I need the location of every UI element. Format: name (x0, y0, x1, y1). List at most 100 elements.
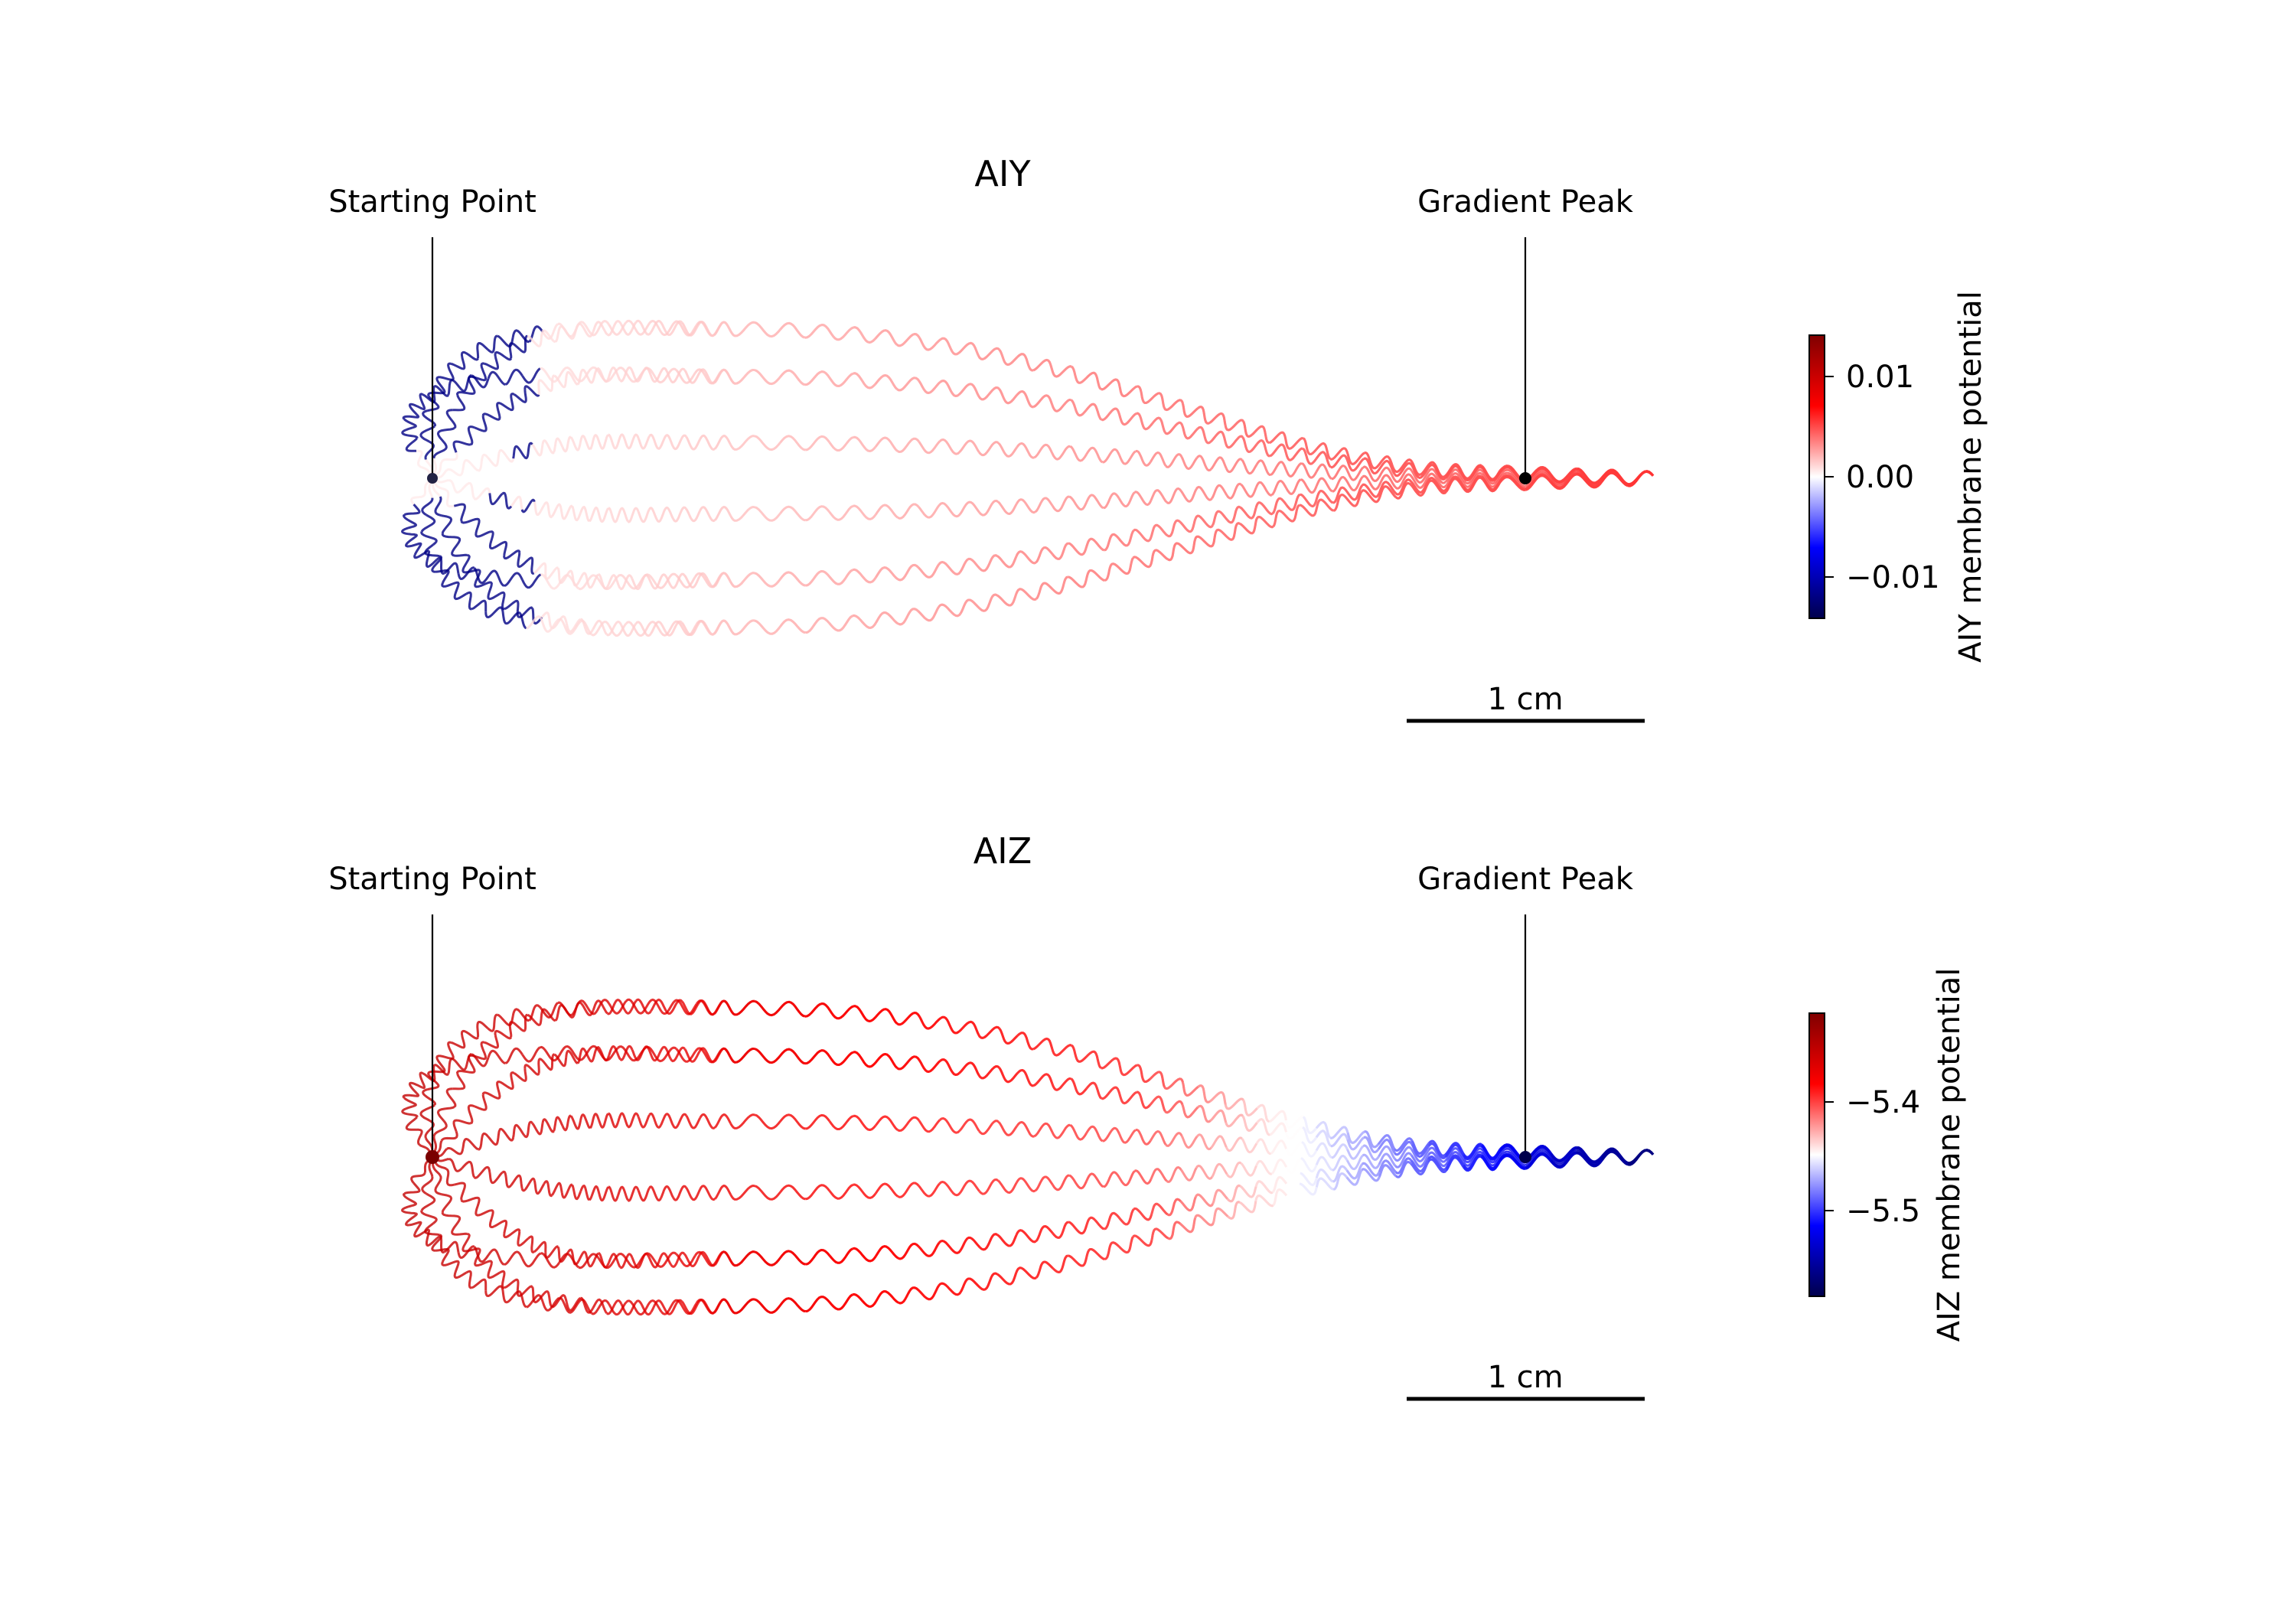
trajectory-segment (650, 621, 668, 634)
trajectory-segment (642, 319, 663, 334)
trajectory-segment (487, 334, 498, 354)
trajectory-segment (1212, 510, 1228, 526)
trajectory-segment (729, 1113, 755, 1129)
trajectory-segment (1393, 458, 1414, 474)
trajectory-segment (560, 504, 573, 520)
trajectory-segment (729, 1298, 755, 1315)
trajectory-segment (683, 1253, 700, 1267)
trajectory-segment (519, 1013, 528, 1032)
trajectory-segment (403, 504, 421, 517)
trajectory-segment (424, 1222, 440, 1237)
trajectory-segment (403, 418, 417, 432)
trajectory-segment (419, 425, 435, 443)
trajectory-segment (959, 1277, 981, 1293)
trajectory-segment (805, 570, 830, 587)
trajectory-segment (713, 435, 732, 450)
trajectory-segment (1239, 1185, 1257, 1198)
trajectory-segment (1197, 425, 1212, 445)
trajectory-segment (585, 367, 598, 384)
trajectory-segment (589, 1185, 601, 1201)
trajectory-segment (504, 1047, 523, 1064)
peak-annotation-label: Gradient Peak (1417, 862, 1634, 897)
trajectory-segment (958, 1118, 980, 1132)
trajectory-segment (617, 1112, 629, 1127)
trajectory-segment (510, 495, 523, 510)
trajectory-segment (513, 390, 527, 403)
trajectory-segment (487, 1013, 498, 1032)
trajectory-segment (754, 1185, 781, 1201)
trajectory-segment (473, 487, 491, 500)
trajectory-segment (940, 337, 960, 356)
trajectory-segment (1411, 464, 1430, 479)
trajectory-segment (527, 1013, 543, 1026)
trajectory-segment (1117, 491, 1136, 508)
trajectory-segment (779, 505, 806, 522)
trajectory-segment (828, 1247, 853, 1264)
trajectory-segment (1167, 1221, 1181, 1240)
trajectory-segment (1104, 1211, 1120, 1231)
trajectory-segment (421, 497, 434, 517)
trajectory-segment (1345, 1163, 1364, 1180)
trajectory-segment (408, 1081, 423, 1094)
trajectory-segment (675, 574, 696, 588)
trajectory-segment (592, 320, 610, 337)
trajectory-segment (918, 1182, 941, 1198)
trajectory-segment (754, 369, 781, 386)
trajectories-aiy (401, 319, 1655, 637)
trajectory-segment (1378, 1152, 1397, 1167)
trajectory-segment (1377, 455, 1396, 471)
colorbar-tick-label: −5.4 (1846, 1085, 1920, 1120)
trajectory-segment (435, 1235, 445, 1254)
trajectory-segment (693, 572, 714, 588)
trajectory-segment (1179, 1217, 1197, 1234)
trajectory-segment (617, 1045, 638, 1062)
trajectory-segment (1427, 479, 1447, 494)
trajectory-segment (1032, 358, 1054, 372)
trajectory-segment (608, 1185, 619, 1202)
trajectory-segment (488, 569, 505, 587)
trajectory-segment (627, 1112, 640, 1129)
colorbar-tick-label: 0.01 (1846, 360, 1914, 395)
trajectory-segment (1377, 1134, 1396, 1150)
trajectory-segment (533, 1240, 547, 1253)
trajectory-segment (918, 1242, 941, 1257)
trajectory-segment (403, 513, 418, 529)
trajectory-segment (754, 1113, 781, 1130)
trajectory-segment (452, 440, 471, 453)
trajectory-segment (852, 568, 877, 584)
trajectory-segment (828, 569, 853, 585)
trajectory-segment (1301, 462, 1318, 479)
trajectory-segment (958, 439, 980, 453)
trajectory-segment (1550, 1148, 1577, 1165)
trajectory-segment (1315, 463, 1332, 480)
trajectory-segment (1085, 371, 1102, 390)
trajectory-segment (425, 553, 438, 569)
trajectory-segment (1052, 1254, 1068, 1273)
trajectory-segment (565, 618, 582, 633)
trajectory-segment (453, 503, 466, 521)
trajectory-segment (1332, 476, 1349, 493)
trajectory-segment (1051, 399, 1071, 412)
trajectory-segment (729, 619, 755, 636)
trajectory-segment (804, 1049, 831, 1065)
trajectory-segment (619, 366, 634, 383)
trajectory-segment (1427, 1143, 1446, 1159)
trajectory-segment (1241, 1138, 1258, 1154)
trajectory-segment (875, 1290, 899, 1304)
trajectory-segment (422, 409, 437, 427)
trajectory-segment (875, 611, 899, 625)
trajectory-segment (874, 329, 899, 346)
trajectory-segment (1499, 471, 1526, 488)
trajectory-segment (699, 1113, 716, 1129)
trajectory-segment (1480, 1148, 1502, 1164)
trajectory-segment (571, 505, 582, 522)
trajectory-segment (665, 999, 683, 1015)
trajectory-segment (1179, 517, 1197, 533)
trajectory-segment (405, 1212, 418, 1227)
trajectory-segment (573, 1298, 593, 1315)
trajectory-segment (627, 1185, 640, 1202)
colorbar-label: AIZ membrane potential (1932, 968, 1967, 1342)
colorbar-tick-label: −5.5 (1846, 1194, 1920, 1229)
trajectory-segment (1085, 1216, 1105, 1231)
trajectory-segment (597, 1254, 619, 1270)
